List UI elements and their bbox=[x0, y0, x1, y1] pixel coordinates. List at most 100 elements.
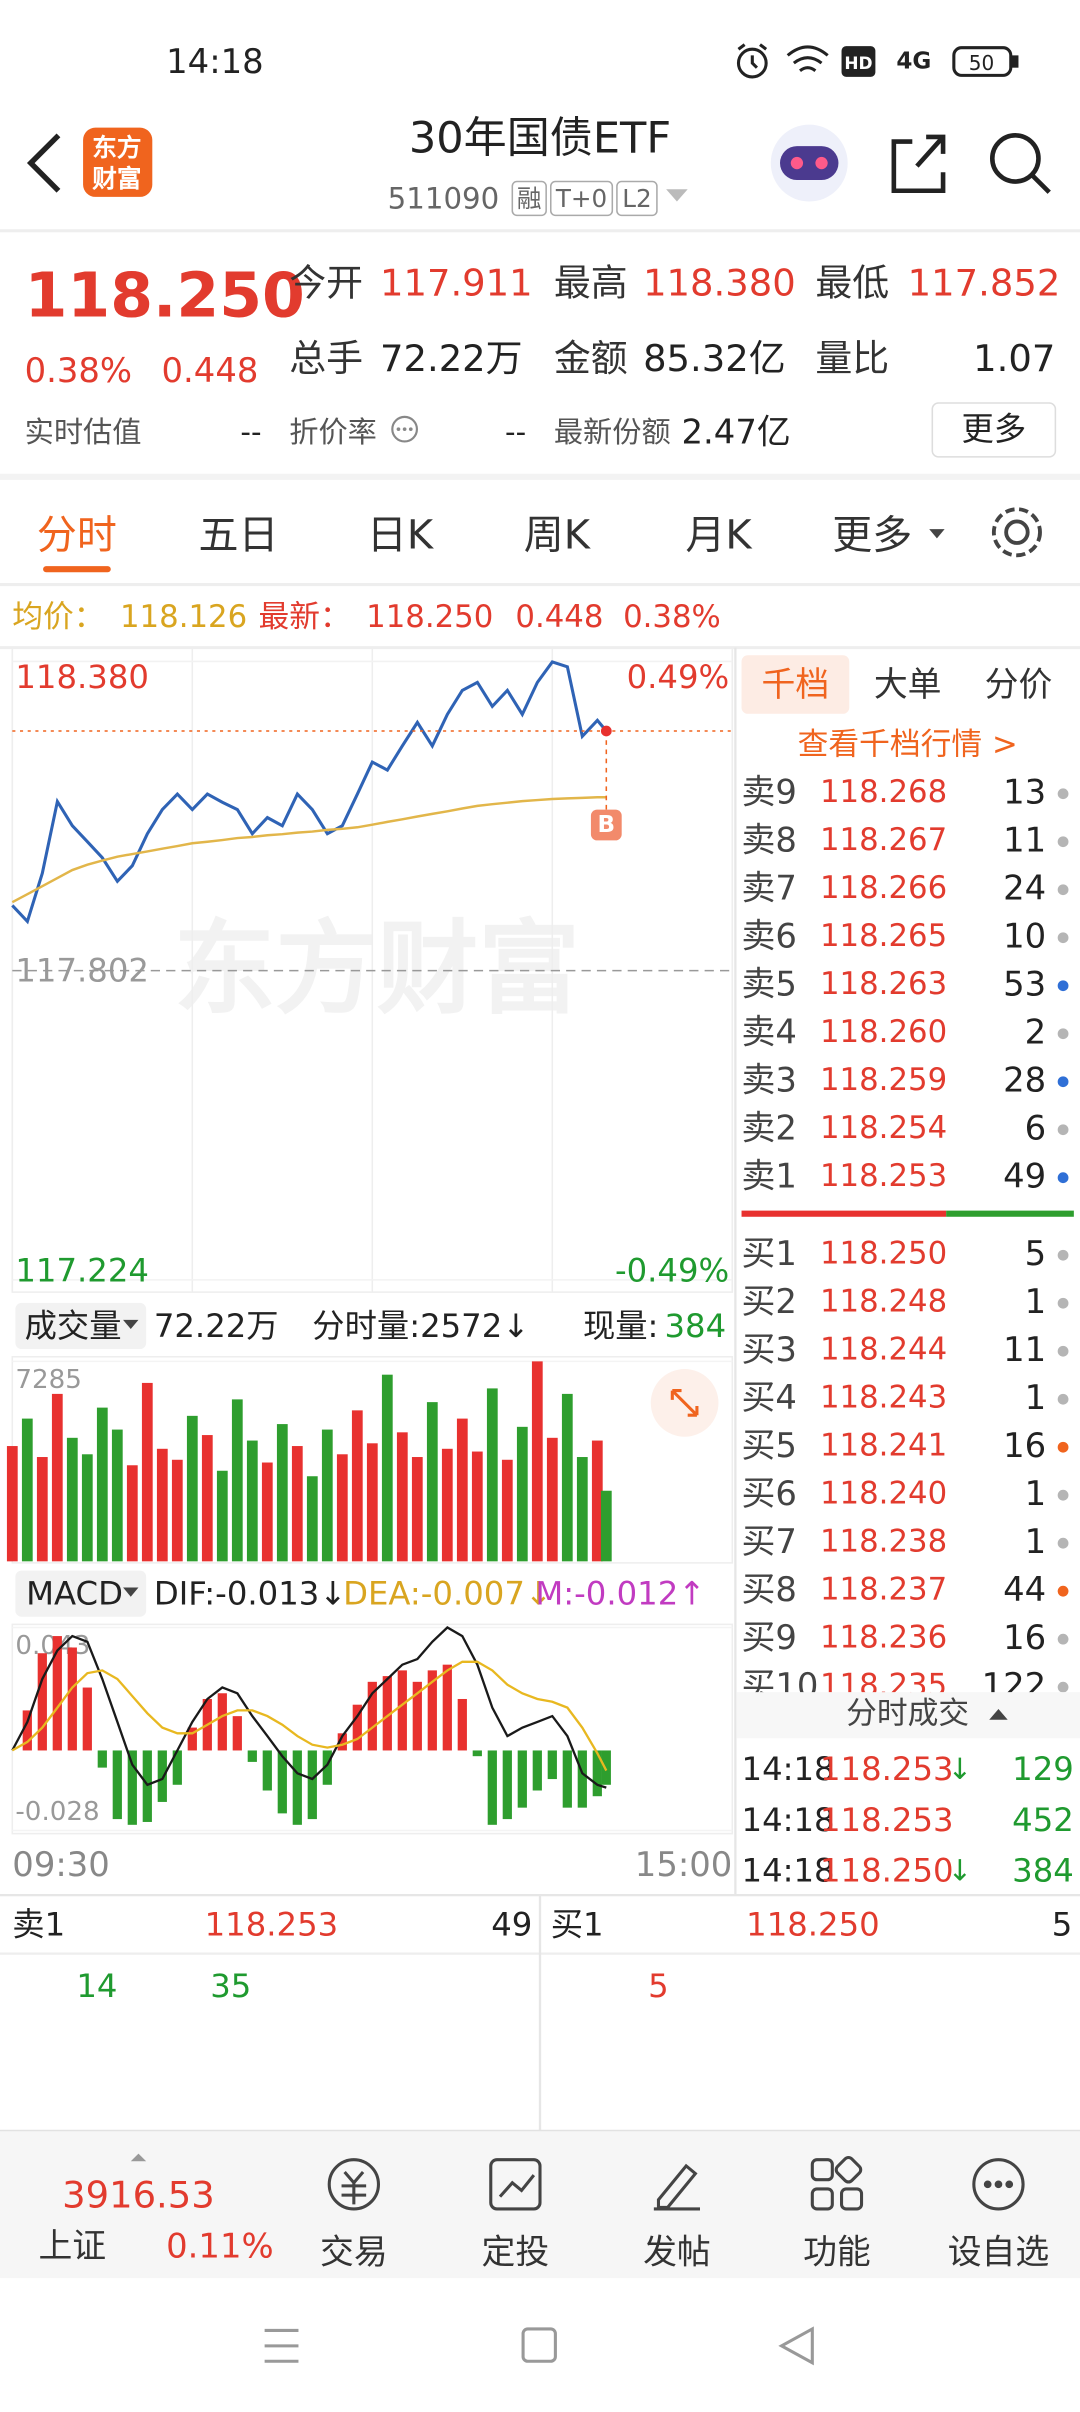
y-tick-label: 117.224 bbox=[15, 1252, 149, 1290]
system-nav[interactable] bbox=[264, 2326, 814, 2366]
trade-marker bbox=[590, 809, 622, 841]
macd-bar bbox=[187, 1727, 197, 1751]
dropdown-arrow[interactable] bbox=[123, 1587, 139, 1597]
dropdown-arrow[interactable] bbox=[123, 1319, 139, 1330]
x-tick-label: 09:30 bbox=[12, 1845, 110, 1884]
field-value: 72.22万 bbox=[380, 337, 523, 380]
volume-bar bbox=[576, 1457, 588, 1562]
book-link[interactable]: 查看千档行情 > bbox=[798, 727, 1018, 763]
book-label: 卖5 bbox=[742, 965, 797, 1004]
macd-bar bbox=[322, 1750, 332, 1785]
minute-volume: 分时量:2572↓ bbox=[312, 1307, 529, 1345]
tab[interactable]: 周K bbox=[524, 512, 592, 558]
hd-badge bbox=[841, 46, 876, 77]
more-button[interactable] bbox=[931, 402, 1057, 458]
book-volume: 11 bbox=[1003, 1330, 1046, 1369]
volume-bar bbox=[231, 1399, 243, 1562]
macd-bar bbox=[112, 1750, 122, 1820]
tab[interactable]: 更多 bbox=[832, 512, 912, 558]
book-label: 买1 bbox=[742, 1234, 797, 1273]
level1-volume: 5 bbox=[1052, 1905, 1073, 1943]
book-tab[interactable]: 分价 bbox=[985, 665, 1053, 704]
macd-bar bbox=[427, 1670, 437, 1751]
book-dot bbox=[1057, 1633, 1069, 1645]
back-button[interactable] bbox=[26, 133, 61, 193]
book-volume: 13 bbox=[1003, 773, 1046, 812]
nav-label[interactable]: 功能 bbox=[803, 2233, 871, 2272]
nav-icons[interactable] bbox=[327, 2155, 1025, 2211]
book-dot bbox=[1057, 1028, 1069, 1040]
book-tab[interactable]: 千档 bbox=[762, 665, 830, 704]
macd-bar bbox=[442, 1664, 452, 1751]
volume-bar bbox=[600, 1490, 612, 1562]
level1-detail: 5 bbox=[648, 1967, 669, 2005]
book-dot bbox=[1057, 1297, 1069, 1309]
macd-bar bbox=[457, 1698, 467, 1751]
book-dot bbox=[1057, 1076, 1069, 1088]
book-tab[interactable]: 大单 bbox=[874, 665, 942, 704]
summary-avg-label: 均价： bbox=[12, 599, 104, 635]
y-tick-label: 7285 bbox=[15, 1365, 82, 1395]
volume-bar bbox=[501, 1459, 513, 1562]
book-label: 卖4 bbox=[742, 1013, 797, 1052]
field-value: 85.32亿 bbox=[643, 337, 786, 380]
field-label: 总手 bbox=[289, 337, 363, 380]
book-price: 118.241 bbox=[820, 1428, 947, 1464]
book-dot bbox=[1057, 980, 1069, 992]
macd-bar bbox=[532, 1750, 542, 1791]
dropdown-arrow[interactable] bbox=[666, 189, 688, 202]
expand-button[interactable] bbox=[650, 1369, 719, 1437]
search-button[interactable] bbox=[990, 133, 1051, 194]
level1-volume: 49 bbox=[491, 1905, 532, 1943]
trade-time: 14:18 bbox=[742, 1801, 835, 1839]
nav-label[interactable]: 发帖 bbox=[643, 2233, 711, 2272]
volume-bar bbox=[306, 1476, 318, 1562]
volume-bar bbox=[546, 1437, 558, 1562]
bid-ratio bbox=[946, 1210, 1074, 1217]
volume-selector[interactable] bbox=[15, 1302, 147, 1350]
book-volume: 16 bbox=[1003, 1618, 1046, 1657]
info-icon[interactable] bbox=[391, 415, 418, 443]
assistant-avatar[interactable] bbox=[770, 124, 848, 202]
tab[interactable]: 日K bbox=[367, 512, 435, 558]
volume-bar bbox=[276, 1424, 288, 1562]
field-value: 1.07 bbox=[973, 337, 1055, 380]
tag-box bbox=[550, 180, 614, 217]
tab[interactable]: 五日 bbox=[198, 512, 278, 558]
field-value: 2.47亿 bbox=[682, 413, 791, 452]
nav-label[interactable]: 定投 bbox=[482, 2233, 550, 2272]
summary-change-pct: 0.38% bbox=[623, 599, 721, 635]
book-price: 118.254 bbox=[820, 1110, 947, 1146]
indicator-selector[interactable] bbox=[15, 1570, 147, 1617]
book-dot bbox=[1057, 1249, 1069, 1261]
tab[interactable]: 分时 bbox=[37, 512, 117, 558]
nav-label[interactable]: 设自选 bbox=[948, 2233, 1049, 2272]
macd-bar bbox=[487, 1750, 497, 1825]
sort-arrow[interactable] bbox=[989, 1709, 1008, 1720]
macd-bar bbox=[172, 1750, 182, 1785]
summary-latest-label: 最新： bbox=[258, 599, 350, 635]
volume-bar bbox=[36, 1457, 48, 1562]
book-volume: 5 bbox=[1025, 1234, 1047, 1273]
index-change: 0.11% bbox=[166, 2226, 273, 2265]
dropdown-arrow[interactable] bbox=[929, 529, 945, 539]
book-label: 买8 bbox=[742, 1570, 797, 1609]
macd-bar bbox=[97, 1750, 107, 1768]
macd-bar bbox=[67, 1647, 77, 1751]
tab[interactable]: 月K bbox=[685, 512, 753, 558]
macd-bar bbox=[292, 1750, 302, 1825]
book-price: 118.250 bbox=[820, 1236, 947, 1272]
trades-header-bg bbox=[736, 1692, 1080, 1739]
volume-bar bbox=[246, 1440, 258, 1562]
book-dot bbox=[1057, 1124, 1069, 1136]
volume-bar bbox=[531, 1361, 543, 1562]
trade-price: 118.253 bbox=[820, 1801, 954, 1839]
last-price: 118.250 bbox=[25, 259, 305, 331]
settings-button[interactable] bbox=[991, 507, 1042, 558]
trade-arrow: ↓ bbox=[948, 1752, 972, 1786]
nav-label[interactable]: 交易 bbox=[320, 2233, 388, 2272]
volume-bar bbox=[111, 1429, 123, 1562]
book-price: 118.243 bbox=[820, 1380, 947, 1416]
share-button[interactable] bbox=[891, 134, 946, 194]
